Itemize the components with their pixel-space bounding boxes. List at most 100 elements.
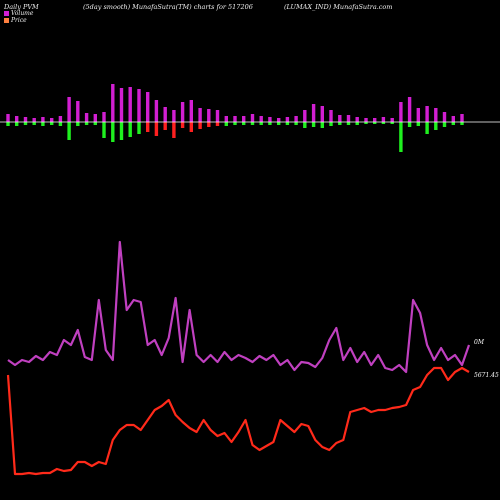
- volume-bar-down: [329, 122, 333, 126]
- legend-volume: Volume: [4, 10, 33, 17]
- volume-bar-down: [285, 122, 290, 125]
- volume-bar-down: [207, 122, 211, 127]
- volume-bar-up: [111, 84, 115, 122]
- volume-bar-up: [442, 112, 447, 122]
- legend-price-swatch: [4, 18, 9, 23]
- volume-bar-down: [119, 122, 124, 140]
- volume-bar-down: [32, 122, 36, 125]
- volume-bar-up: [460, 114, 464, 122]
- volume-bar-up: [6, 114, 10, 122]
- volume-bar-down: [259, 122, 263, 125]
- legend-volume-swatch: [4, 11, 9, 16]
- volume-line: [7, 240, 471, 374]
- volume-bar-down: [355, 122, 359, 125]
- volume-bar-down: [303, 122, 307, 128]
- volume-bar-up: [137, 89, 141, 122]
- volume-bar-up: [233, 116, 237, 122]
- volume-bar-down: [6, 122, 10, 126]
- volume-bar-down: [346, 122, 351, 125]
- volume-bars: [6, 84, 464, 152]
- volume-bar-down: [128, 122, 132, 137]
- volume-bar-up: [338, 115, 342, 122]
- volume-bar-up: [15, 116, 19, 122]
- volume-bar-up: [50, 118, 54, 122]
- volume-bar-up: [320, 106, 324, 122]
- legend-price-label: Price: [11, 17, 27, 24]
- legend-price: Price: [4, 17, 27, 24]
- volume-bar-down: [442, 122, 447, 127]
- volume-bar-down: [93, 122, 97, 125]
- volume-bar-up: [119, 88, 124, 122]
- volume-bar-down: [41, 122, 45, 126]
- volume-bar-up: [373, 118, 377, 122]
- volume-bar-down: [180, 122, 185, 128]
- volume-bar-up: [93, 114, 97, 122]
- volume-bar-up: [23, 117, 28, 122]
- volume-bar-up: [250, 114, 255, 122]
- volume-bar-up: [303, 110, 307, 122]
- volume-bar-up: [189, 100, 193, 122]
- volume-bar-down: [50, 122, 54, 125]
- volume-bar-up: [128, 87, 132, 122]
- volume-bar-up: [242, 116, 246, 122]
- volume-bar-down: [364, 122, 368, 124]
- volume-bar-down: [320, 122, 324, 128]
- volume-bar-up: [41, 117, 45, 122]
- volume-bar-down: [154, 122, 159, 136]
- volume-bar-down: [84, 122, 89, 125]
- volume-bar-down: [425, 122, 429, 134]
- volume-bar-down: [242, 122, 246, 125]
- chart-header-center: (5day smooth) MunafaSutra(TM) charts for…: [83, 3, 253, 11]
- volume-bar-up: [268, 117, 272, 122]
- volume-bar-up: [355, 117, 359, 122]
- volume-bar-up: [224, 116, 228, 122]
- volume-bar-down: [381, 122, 386, 124]
- volume-bar-up: [285, 117, 290, 122]
- volume-bar-up: [346, 115, 351, 122]
- chart-header-left: Daily PVM: [4, 3, 39, 11]
- volume-bar-down: [137, 122, 141, 134]
- volume-bar-down: [460, 122, 464, 125]
- volume-bar-up: [76, 101, 80, 122]
- volume-bar-down: [146, 122, 150, 132]
- volume-bar-up: [329, 110, 333, 122]
- volume-bar-up: [180, 102, 185, 122]
- volume-bar-down: [416, 122, 420, 126]
- volume-bar-up: [277, 118, 281, 122]
- volume-bar-down: [233, 122, 237, 125]
- volume-end-label: 0M: [474, 339, 485, 346]
- volume-bar-down: [277, 122, 281, 125]
- volume-bar-up: [434, 108, 438, 122]
- volume-bar-up: [259, 116, 263, 122]
- volume-bar-down: [215, 122, 220, 126]
- volume-bar-down: [373, 122, 377, 124]
- volume-bar-down: [338, 122, 342, 125]
- volume-bar-down: [311, 122, 316, 127]
- volume-bar-up: [425, 106, 429, 122]
- volume-bar-down: [102, 122, 106, 138]
- volume-bar-down: [58, 122, 63, 126]
- volume-bar-up: [58, 116, 63, 122]
- volume-bar-up: [451, 116, 455, 122]
- volume-bar-down: [224, 122, 228, 126]
- volume-bar-up: [215, 110, 220, 122]
- volume-bar-up: [67, 97, 71, 122]
- volume-bar-down: [76, 122, 80, 126]
- chart-header-right: (LUMAX_IND) MunafaSutra.com: [284, 3, 393, 11]
- volume-bar-up: [198, 108, 202, 122]
- volume-bar-up: [407, 97, 412, 122]
- volume-bar-up: [416, 108, 420, 122]
- volume-bar-up: [381, 117, 386, 122]
- volume-bar-up: [364, 118, 368, 122]
- volume-bar-down: [111, 122, 115, 142]
- volume-bar-up: [390, 118, 394, 122]
- volume-bar-up: [294, 116, 298, 122]
- volume-bar-up: [84, 113, 89, 122]
- volume-bar-up: [102, 112, 106, 122]
- volume-bar-down: [294, 122, 298, 125]
- volume-bar-down: [67, 122, 71, 140]
- volume-bar-down: [250, 122, 255, 125]
- volume-bar-up: [154, 100, 159, 122]
- volume-bar-down: [434, 122, 438, 130]
